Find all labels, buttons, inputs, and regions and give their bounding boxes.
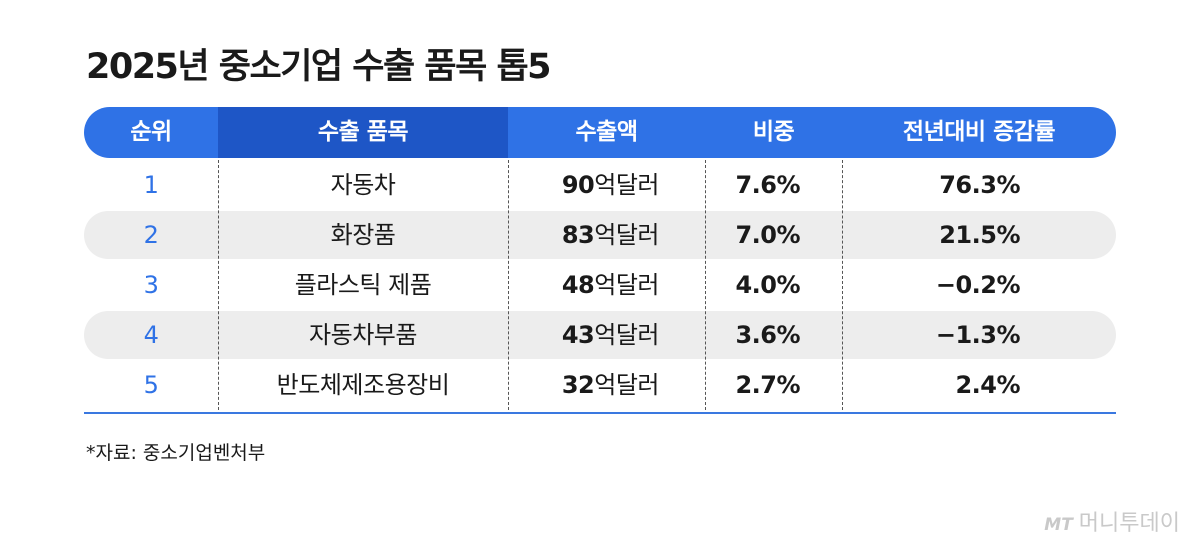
table-cell: 2.4% [842,360,1116,410]
cell-text: % [776,221,800,249]
table-cell: 3 [143,271,159,299]
table-cell: 화장품 [330,221,396,249]
table-cell: 5 [143,371,159,399]
header-cell: 수출액 [575,119,638,145]
column-separator [508,160,509,410]
cell-text: 7.0 [735,221,777,249]
table-cell: 4 [143,321,159,349]
column-separator [218,160,219,410]
cell-text: 2.4 [955,371,997,399]
cell-text: 4.0 [735,271,777,299]
table-cell: 21.5% [842,210,1116,260]
table-cell: 2 [143,221,159,249]
cell-text: 억달러 [594,271,659,299]
cell-text: 32 [561,371,595,399]
table-cell: 32억달러 [508,360,705,410]
header-cell: 수출 품목 [218,107,508,158]
cell-text: % [776,271,800,299]
watermark: MT 머니투데이 [1044,505,1180,537]
table-cell: 2.7% [705,360,842,410]
table-header: 순위 수출 품목 수출액 비중 전년대비 증감률 [84,107,1116,158]
table-cell: 83억달러 [508,210,705,260]
table-cell: 76.3% [842,160,1116,210]
cell-text: 2.7 [735,371,777,399]
cell-text: % [996,171,1020,199]
cell-text: 억달러 [594,221,659,249]
cell-text: % [996,271,1020,299]
watermark-logo: MT [1044,515,1073,535]
table-cell: 43억달러 [508,310,705,360]
table-cell: 7.0% [705,210,842,260]
row-background [84,211,1116,259]
table-cell: 자동차부품 [309,321,417,349]
cell-text: 21.5 [939,221,997,249]
header-cell: 전년대비 증감률 [902,119,1056,145]
cell-text: % [996,321,1020,349]
column-separator [705,160,706,410]
cell-text: −1.3 [935,321,997,349]
cell-text: 7.6 [735,171,777,199]
cell-text: 억달러 [594,321,659,349]
cell-text: 43 [561,321,595,349]
header-cell: 순위 [130,119,172,145]
cell-text: −0.2 [935,271,997,299]
bottom-rule [84,412,1116,414]
cell-text: 48 [561,271,595,299]
table-cell: −0.2% [842,260,1116,310]
cell-text: % [776,171,800,199]
column-separator [842,160,843,410]
cell-text: % [776,321,800,349]
table-cell: 7.6% [705,160,842,210]
cell-text: % [776,371,800,399]
table-cell: 4.0% [705,260,842,310]
header-cell: 비중 [752,119,795,145]
table-cell: 3.6% [705,310,842,360]
table-cell: 48억달러 [508,260,705,310]
table-cell: 플라스틱 제품 [294,271,432,299]
table-cell: −1.3% [842,310,1116,360]
cell-text: 90 [561,171,595,199]
cell-text: 83 [561,221,595,249]
row-background [84,311,1116,359]
watermark-name: 머니투데이 [1078,511,1180,536]
cell-text: 76.3 [939,171,997,199]
table-cell: 1 [143,171,159,199]
table-cell: 90억달러 [508,160,705,210]
cell-text: 3.6 [735,321,777,349]
cell-text: 억달러 [594,171,659,199]
source-note: *자료: 중소기업벤처부 [86,442,266,464]
cell-text: % [996,221,1020,249]
title: 2025년 중소기업 수출 품목 톱5 [86,47,552,87]
table-cell: 자동차 [330,171,396,199]
cell-text: % [996,371,1020,399]
cell-text: 억달러 [594,371,659,399]
table-cell: 반도체제조용장비 [276,371,450,399]
